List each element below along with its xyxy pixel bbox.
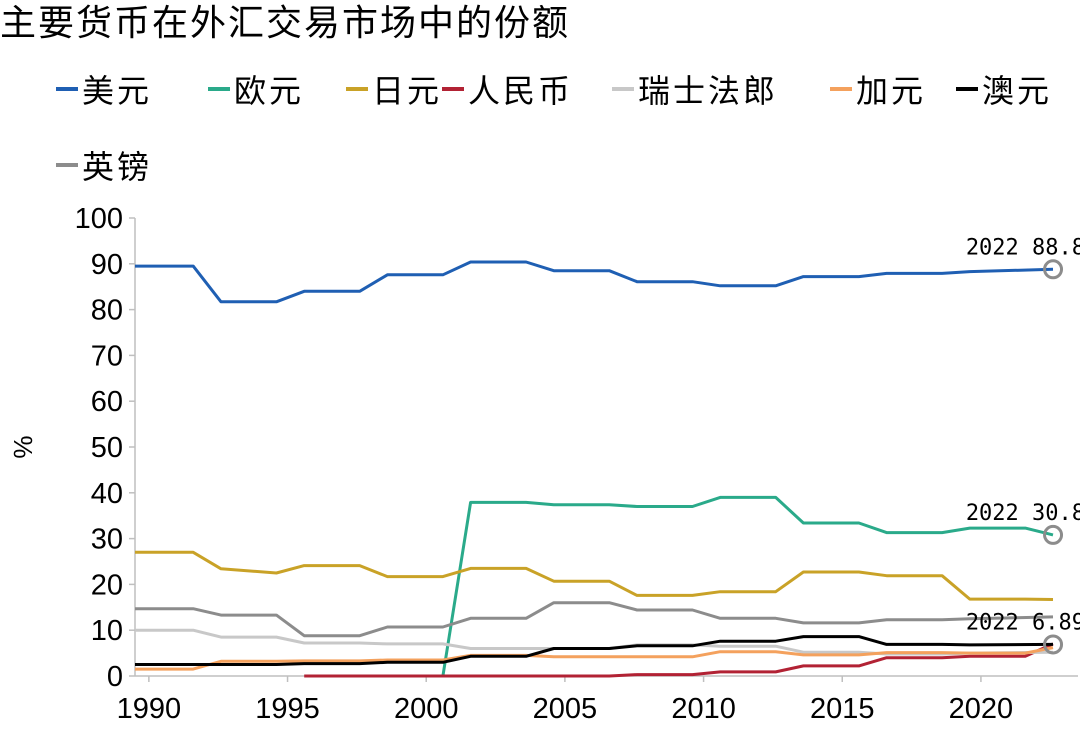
x-tick-label: 2020 (949, 693, 1014, 725)
y-tick-label: 90 (91, 249, 123, 281)
legend-label: 瑞士法郎 (638, 72, 779, 110)
legend-item: 人民币 (442, 66, 573, 112)
annotation-label: 2022 6.89 (966, 610, 1080, 635)
series-line (135, 601, 1054, 638)
legend-label: 欧元 (234, 72, 305, 110)
x-tick-label: 2010 (671, 693, 736, 725)
y-tick-label: 40 (91, 478, 123, 510)
legend-swatch (830, 87, 852, 91)
axes: 0 10 20 30 40 50 60 70 80 90 100 1990 1995 2000 2005 20… (8, 203, 1078, 725)
y-tick-label: 60 (91, 386, 123, 418)
series-line (135, 628, 1054, 656)
annotation-label: 2022 88.8 (966, 235, 1080, 260)
x-tick-label: 2005 (533, 693, 598, 725)
y-tick-label: 20 (91, 569, 123, 601)
legend-swatch (56, 87, 78, 91)
legend-item: 美元 (56, 66, 152, 112)
x-tick-label: 1995 (255, 693, 320, 725)
legend-item: 英镑 (56, 142, 152, 188)
legend-item: 欧元 (208, 66, 304, 112)
legend-label: 加元 (856, 72, 927, 110)
y-tick-label: 80 (91, 295, 123, 327)
legend-item: 澳元 (956, 66, 1052, 112)
legend-swatch (956, 87, 978, 91)
series-line (135, 635, 1054, 666)
legend-swatch (442, 87, 464, 91)
legend-swatch (56, 163, 78, 167)
y-tick-label: 50 (91, 432, 123, 464)
legend-item: 瑞士法郎 (612, 66, 778, 112)
y-tick-label: 10 (91, 615, 123, 647)
chart-title: 主要货币在外汇交易市场中的份额 (0, 3, 571, 44)
series-line (135, 646, 1054, 671)
annotation-marker (1043, 524, 1064, 545)
legend-label: 英镑 (82, 148, 153, 186)
y-tick-label: 30 (91, 524, 123, 556)
legend-label: 人民币 (468, 72, 574, 110)
y-tick-label: 70 (91, 340, 123, 372)
y-axis-label: % (8, 435, 38, 458)
legend-label: 日元 (372, 72, 443, 110)
y-tick-label: 0 (107, 661, 123, 693)
y-tick-label: 100 (75, 203, 123, 235)
legend-swatch (346, 87, 368, 91)
x-tick-label: 1990 (117, 693, 182, 725)
annotation-marker (1043, 259, 1064, 280)
series-line (135, 550, 1054, 601)
annotations: 2022 88.8 2022 30.8 2022 6.89 (966, 235, 1080, 655)
legend-item: 加元 (830, 66, 926, 112)
legend-swatch (612, 87, 634, 91)
series-lines (135, 260, 1054, 678)
legend-swatch (208, 87, 230, 91)
series-line (304, 642, 1054, 678)
annotation-marker (1043, 634, 1064, 655)
x-tick-label: 2015 (810, 693, 875, 725)
x-tick-label: 2000 (394, 693, 459, 725)
legend-item: 日元 (346, 66, 442, 112)
legend-label: 美元 (82, 72, 153, 110)
series-line (441, 495, 1054, 677)
legend-label: 澳元 (982, 72, 1053, 110)
series-line (135, 260, 1054, 304)
annotation-label: 2022 30.8 (966, 501, 1080, 526)
